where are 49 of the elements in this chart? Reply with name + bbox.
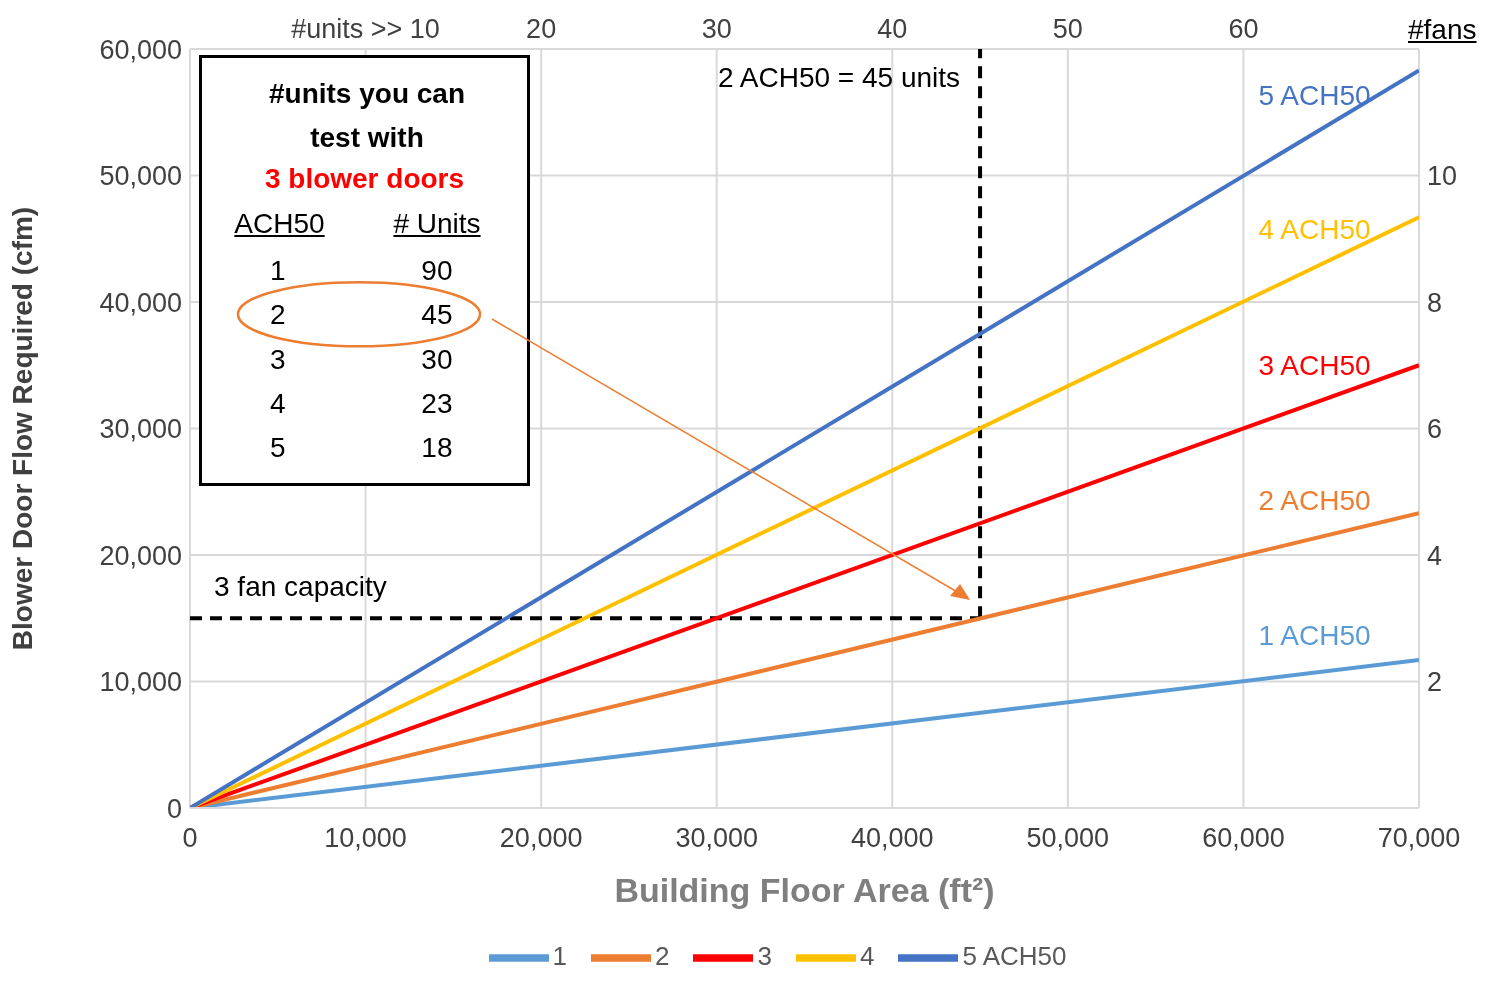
x2-tick-label: #units >> 10 xyxy=(290,14,441,45)
y2-tick-label: 4 xyxy=(1427,540,1443,571)
y2-axis-title: #fans xyxy=(1408,14,1477,46)
y-axis-title: Blower Door Flow Required (cfm) xyxy=(6,206,38,651)
y-tick-label: 0 xyxy=(166,793,182,824)
annotation: 4 23 xyxy=(270,387,453,420)
annotation: # Units xyxy=(392,208,482,240)
x-tick-label: 40,000 xyxy=(850,823,934,854)
x-tick-label: 30,000 xyxy=(675,823,759,854)
annotation: 4 ACH50 xyxy=(1258,214,1371,246)
x2-tick-label: 40 xyxy=(876,14,909,45)
y2-tick-label: 6 xyxy=(1427,414,1443,445)
ref-line-label: 2 ACH50 = 45 units xyxy=(718,62,961,93)
legend-label: 2 xyxy=(654,940,670,971)
annotation: 3 ACH50 xyxy=(1258,349,1371,381)
legend-label: 4 xyxy=(859,940,875,971)
x2-tick-label: 50 xyxy=(1051,14,1084,45)
x-tick-label: 20,000 xyxy=(499,823,583,854)
annotation: 2 45 xyxy=(270,299,453,332)
y-tick-label: 40,000 xyxy=(99,287,182,318)
annotation: 2 ACH50 xyxy=(1258,485,1371,517)
y2-tick-label: 2 xyxy=(1427,667,1443,698)
y2-tick-label: 8 xyxy=(1427,287,1443,318)
x-tick-label: 70,000 xyxy=(1377,823,1461,854)
x2-tick-label: 20 xyxy=(526,14,557,44)
x-tick-label: 50,000 xyxy=(1026,823,1110,854)
annotation: 5 18 xyxy=(270,432,453,465)
annotation: ACH50 xyxy=(233,208,326,240)
legend-label: 1 xyxy=(552,940,567,971)
y-tick-label: 30,000 xyxy=(99,414,182,445)
annotation: 3 blower doors xyxy=(263,163,466,195)
y-tick-label: 10,000 xyxy=(99,667,182,698)
y-tick-label: 20,000 xyxy=(99,540,182,571)
x2-tick-label: 30 xyxy=(700,14,733,45)
legend-label: 3 xyxy=(757,940,772,971)
annotation: 5 ACH50 xyxy=(1258,80,1371,112)
annotation: #units you can test with xyxy=(267,77,466,155)
x-tick-label: 10,000 xyxy=(324,823,407,854)
legend-label: 5 ACH50 xyxy=(962,940,1067,971)
x-tick-label: 60,000 xyxy=(1202,823,1285,854)
annotation: 1 ACH50 xyxy=(1258,619,1371,651)
ref-line-label: 3 fan capacity xyxy=(214,571,387,603)
annotation: 3 30 xyxy=(270,343,453,376)
annotation: 1 90 xyxy=(270,255,453,287)
y2-tick-label: 10 xyxy=(1427,161,1458,192)
x2-tick-label: 60 xyxy=(1227,14,1260,45)
x-axis-title: Building Floor Area (ft²) xyxy=(614,871,995,910)
y-tick-label: 50,000 xyxy=(99,161,182,192)
y-tick-label: 60,000 xyxy=(99,34,182,65)
